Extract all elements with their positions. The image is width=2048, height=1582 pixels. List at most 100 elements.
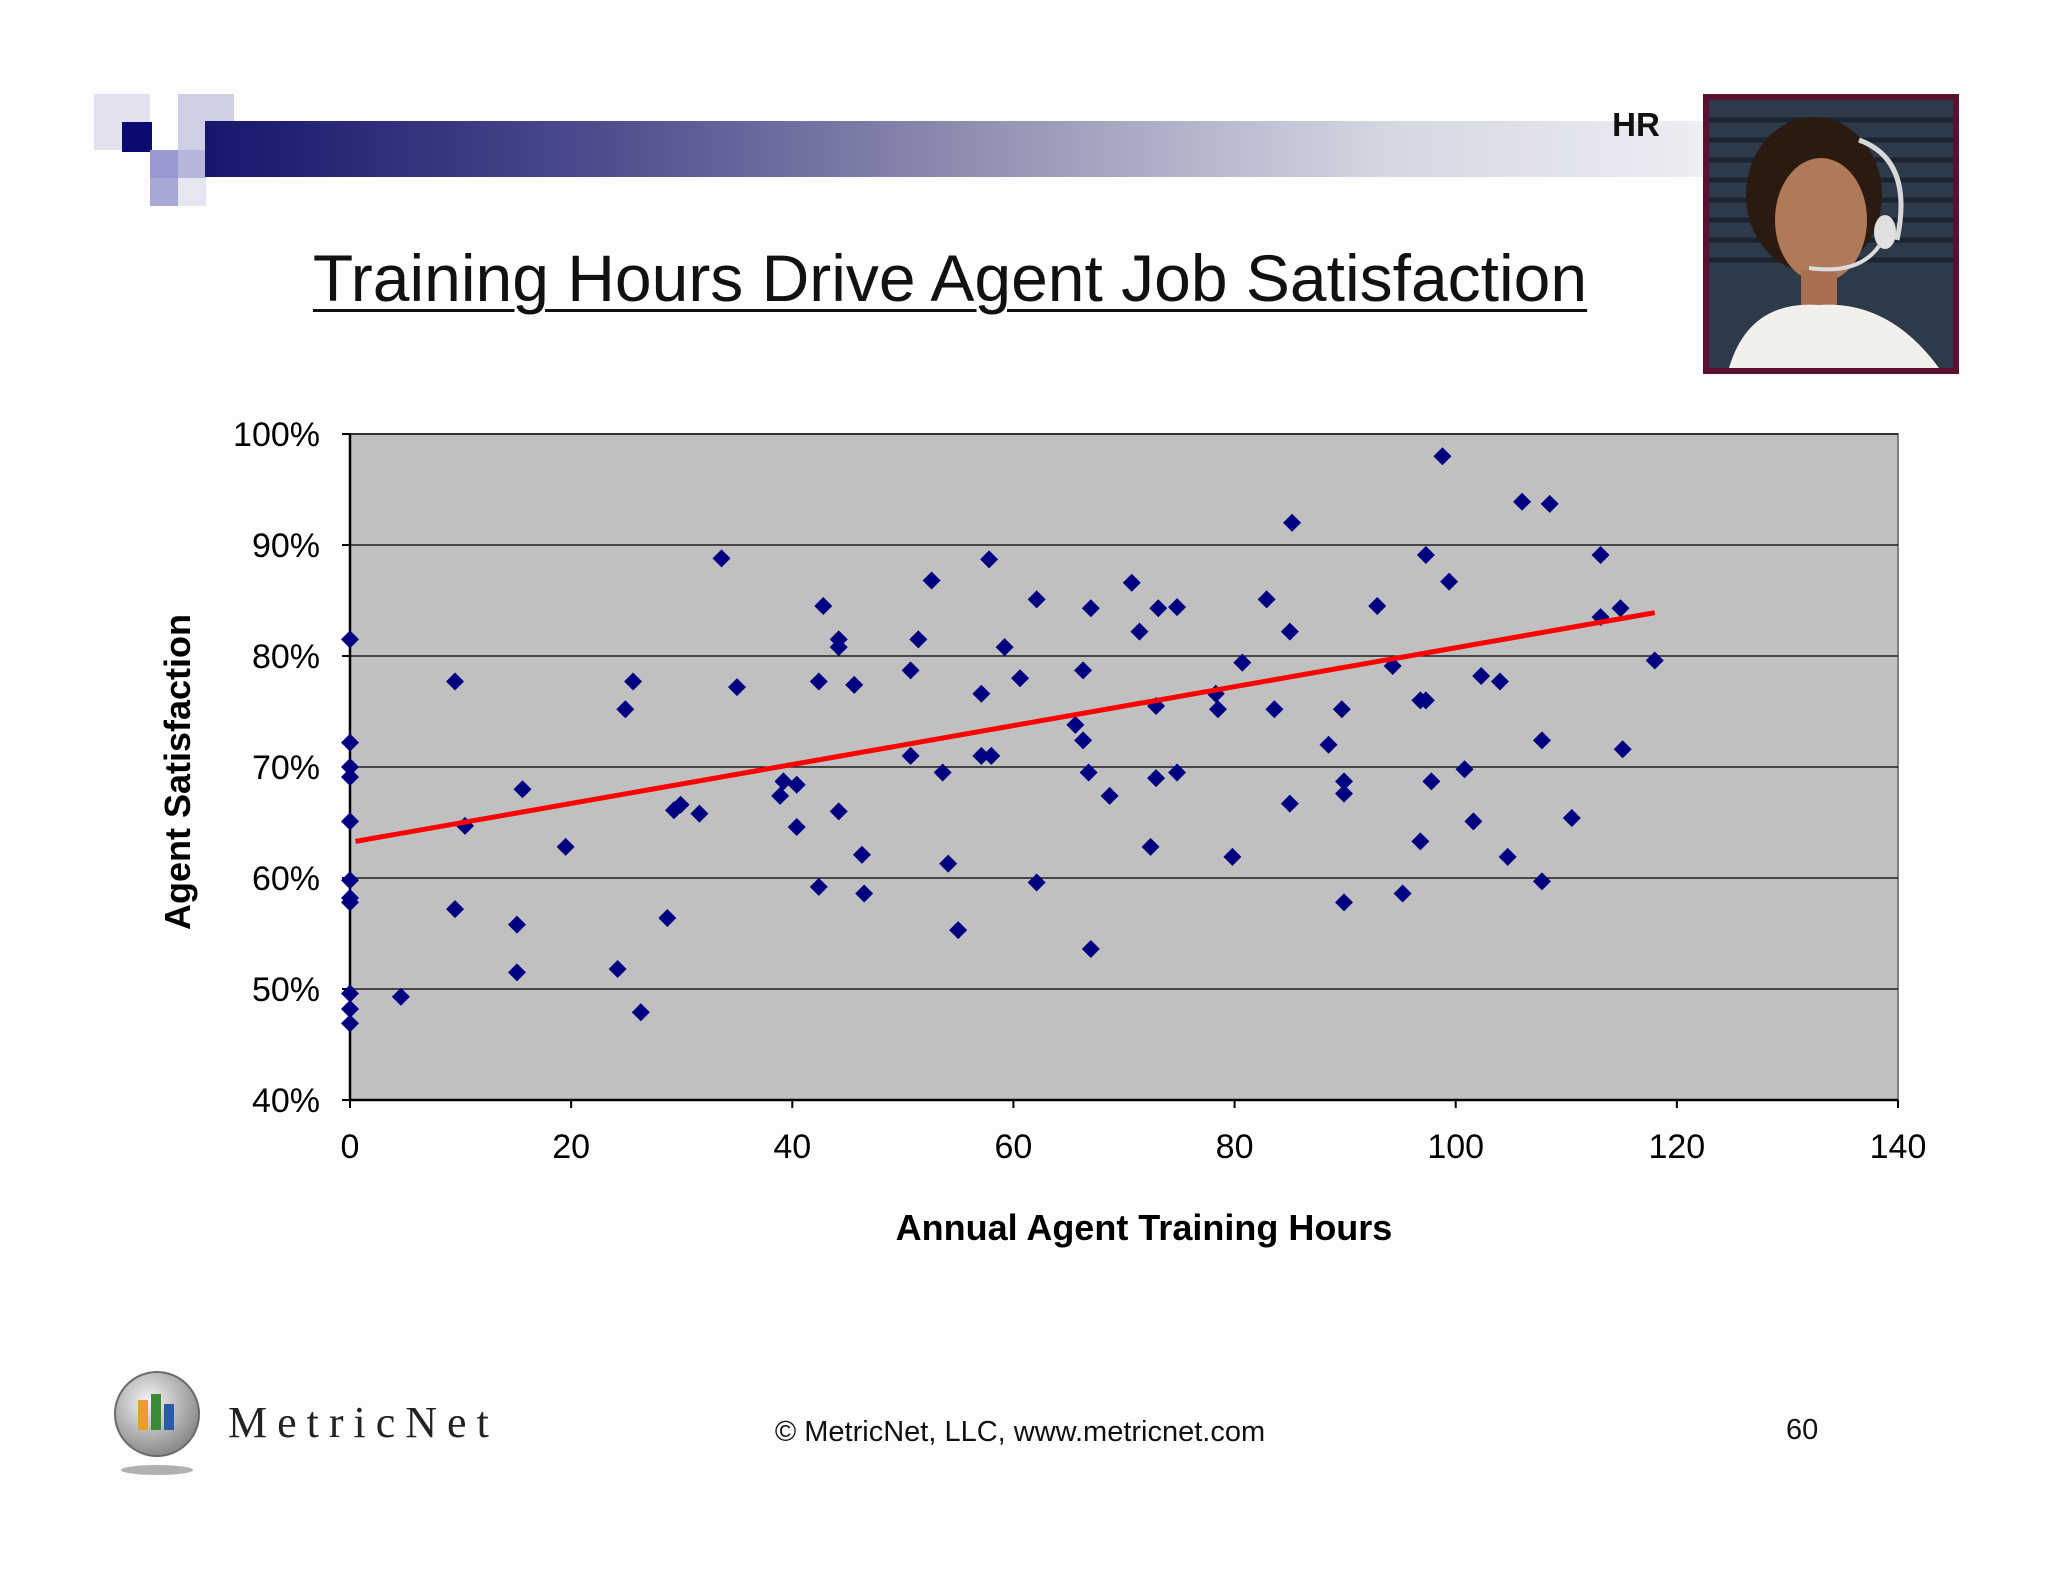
data-point — [933, 763, 952, 782]
data-point — [809, 877, 828, 896]
x-tick-label: 60 — [995, 1128, 1033, 1166]
data-point — [1081, 599, 1100, 618]
data-point — [814, 597, 833, 616]
x-tick-label: 20 — [552, 1128, 590, 1166]
data-point — [556, 837, 575, 856]
data-point — [1149, 599, 1168, 618]
data-point — [787, 775, 806, 794]
data-point — [608, 960, 627, 979]
data-point — [1472, 666, 1491, 685]
data-point — [1433, 447, 1452, 466]
data-point — [1319, 735, 1338, 754]
data-point — [771, 786, 790, 805]
data-point — [1393, 884, 1412, 903]
x-tick-label: 40 — [773, 1128, 811, 1166]
data-point — [1283, 513, 1302, 532]
data-point — [671, 795, 690, 814]
data-point — [972, 746, 991, 765]
y-axis-label: Agent Satisfaction — [157, 614, 198, 930]
x-tick-label: 100 — [1427, 1128, 1484, 1166]
data-point — [1613, 740, 1632, 759]
data-point — [1027, 590, 1046, 609]
data-point — [829, 802, 848, 821]
data-point — [1455, 760, 1474, 779]
data-point — [1464, 812, 1483, 831]
data-point — [1074, 661, 1093, 680]
data-point — [712, 549, 731, 568]
data-point — [1562, 809, 1581, 828]
data-point — [446, 900, 465, 919]
data-point — [901, 661, 920, 680]
data-point — [1066, 715, 1085, 734]
data-point — [809, 672, 828, 691]
header-gradient-bar — [205, 121, 1715, 177]
data-point — [1532, 731, 1551, 750]
data-point — [1079, 763, 1098, 782]
y-tick-label: 90% — [252, 527, 320, 565]
data-point — [1081, 940, 1100, 959]
data-point — [1416, 545, 1435, 564]
data-point — [1513, 492, 1532, 511]
data-point — [658, 908, 677, 927]
data-point — [631, 1003, 650, 1022]
y-tick-label: 40% — [252, 1082, 320, 1120]
data-point — [513, 780, 532, 799]
section-tag: HR — [1612, 106, 1660, 143]
data-point — [774, 772, 793, 791]
data-point — [1416, 691, 1435, 710]
data-point — [901, 746, 920, 765]
data-point — [1233, 653, 1252, 672]
data-point — [624, 672, 643, 691]
data-point — [446, 672, 465, 691]
data-point — [507, 915, 526, 934]
data-point — [1168, 598, 1187, 617]
data-point — [1332, 700, 1351, 719]
deco-square — [122, 122, 152, 152]
data-point — [1335, 893, 1354, 912]
data-point — [1168, 763, 1187, 782]
data-point — [1422, 772, 1441, 791]
data-point — [829, 638, 848, 657]
deco-square — [150, 178, 178, 206]
y-tick-label: 50% — [252, 971, 320, 1009]
data-point — [1130, 622, 1149, 641]
data-point — [341, 812, 359, 831]
data-point — [995, 638, 1014, 657]
deco-square — [150, 150, 178, 178]
agent-photo — [1703, 94, 1959, 374]
data-point — [1122, 573, 1141, 592]
data-point — [728, 678, 746, 697]
data-point — [341, 871, 359, 890]
data-point — [341, 1014, 359, 1033]
data-point — [787, 817, 806, 836]
data-point — [341, 767, 359, 786]
data-point — [690, 804, 709, 823]
metricnet-logo-icon — [114, 1371, 200, 1475]
data-point — [1335, 772, 1354, 791]
trendline — [355, 610, 1656, 844]
x-axis-label: Annual Agent Training Hours — [896, 1207, 1393, 1248]
data-point — [922, 571, 941, 590]
y-tick-label: 100% — [233, 416, 320, 454]
data-point — [1368, 597, 1387, 616]
data-point — [855, 884, 874, 903]
data-point — [341, 758, 359, 776]
data-point — [852, 845, 871, 864]
data-point — [980, 550, 999, 569]
data-point — [1100, 786, 1119, 805]
data-point — [909, 630, 928, 649]
data-point — [391, 987, 410, 1006]
data-point — [1280, 622, 1299, 641]
data-point — [1591, 545, 1610, 564]
data-point — [341, 630, 359, 649]
data-point — [1280, 794, 1299, 813]
data-point — [1498, 847, 1517, 866]
data-point — [341, 984, 359, 1003]
x-tick-label: 80 — [1216, 1128, 1254, 1166]
data-point — [939, 854, 958, 873]
data-point — [1223, 847, 1242, 866]
data-point — [1490, 672, 1509, 691]
y-tick-label: 70% — [252, 749, 320, 787]
data-point — [1257, 590, 1276, 609]
